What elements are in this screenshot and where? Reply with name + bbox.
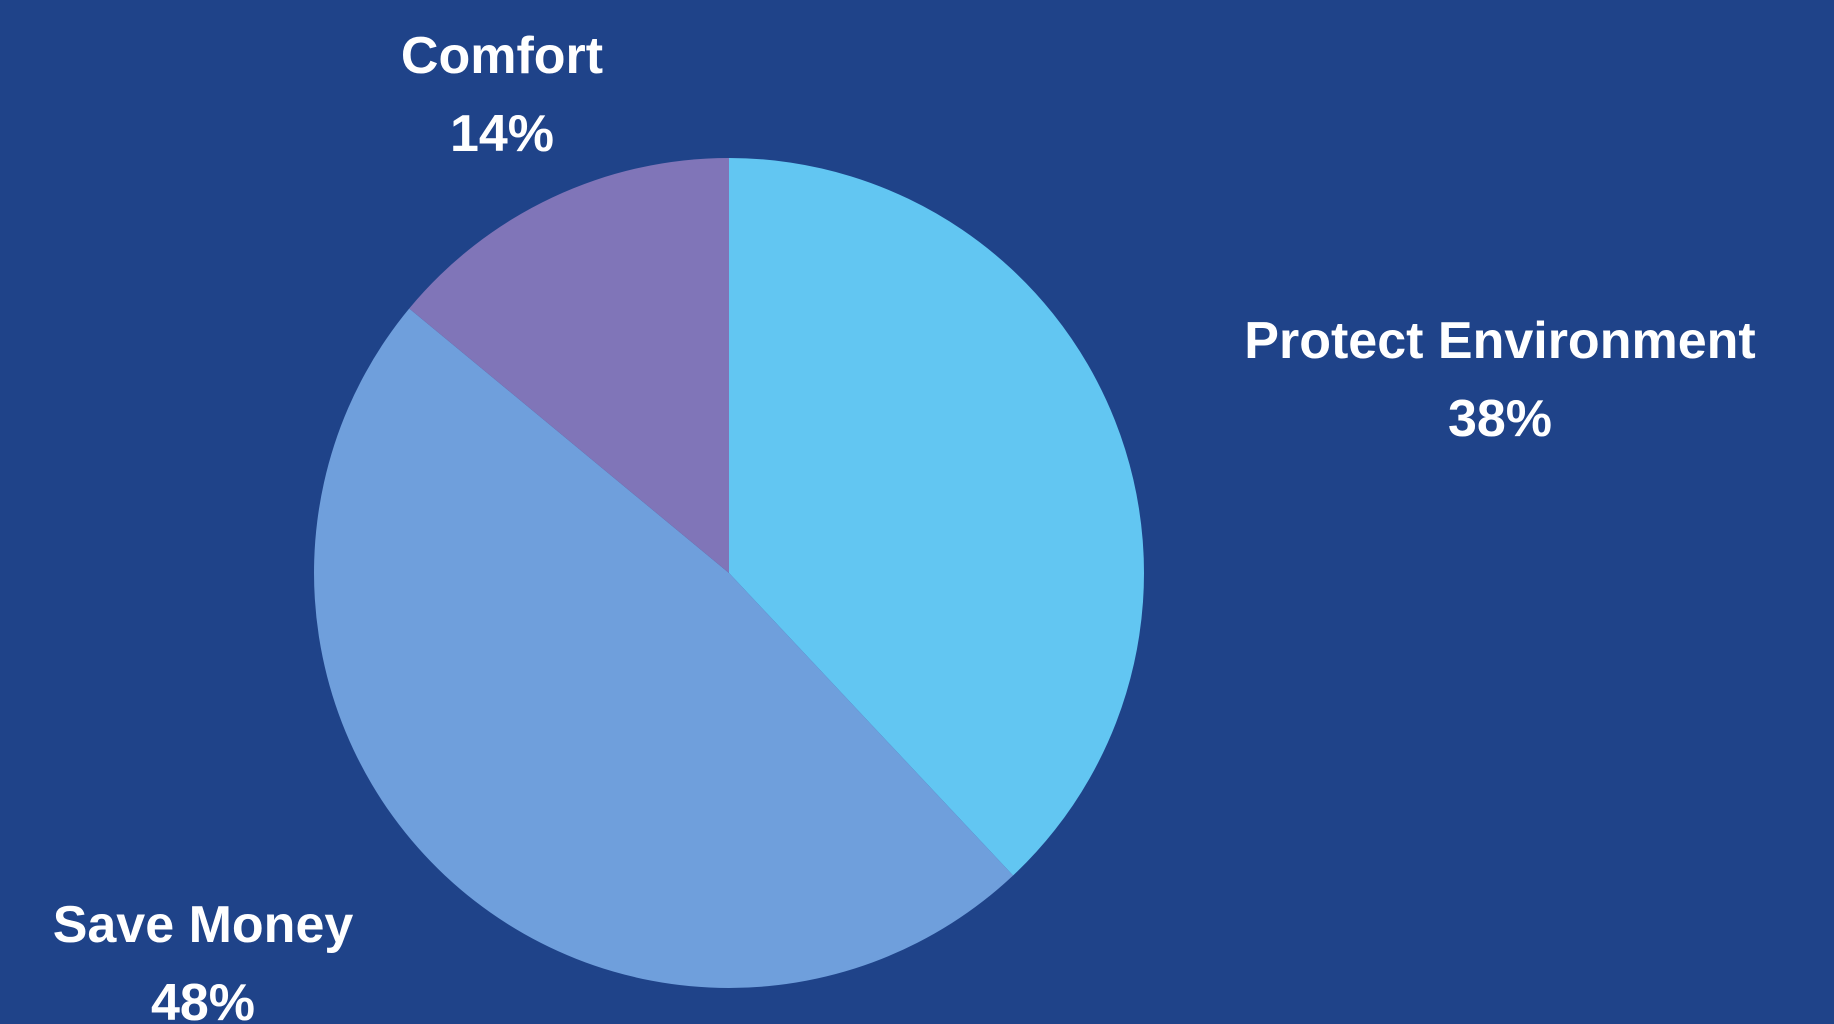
pie-labels: Protect Environment 38% Save Money 48% Comfo…	[53, 27, 1756, 1024]
slice-value-label: 38%	[1448, 390, 1552, 448]
slice-value-label: 48%	[151, 974, 255, 1024]
slice-value-label: 14%	[450, 105, 554, 163]
pie-slice-protect-environment	[729, 157, 1145, 876]
slice-name-label: Comfort	[401, 27, 603, 85]
slice-name-label: Save Money	[53, 896, 354, 954]
pie-slice-comfort	[409, 158, 729, 573]
pie-slice-save-money	[314, 308, 1014, 988]
slice-name-label: Protect Environment	[1244, 312, 1755, 370]
pie-slices	[314, 157, 1145, 988]
